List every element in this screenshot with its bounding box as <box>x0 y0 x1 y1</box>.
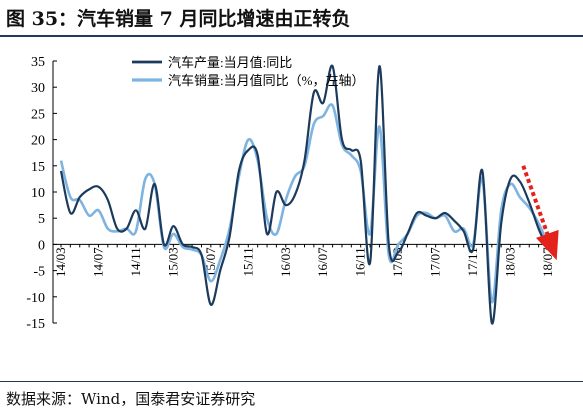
x-tick-label: 15/11 <box>240 247 255 276</box>
y-tick-label: -15 <box>26 317 45 332</box>
y-tick-label: 0 <box>38 238 45 253</box>
x-tick-label: 18/07 <box>540 247 555 277</box>
y-tick-label: -10 <box>26 291 45 306</box>
y-tick-label: 5 <box>38 212 45 227</box>
legend-label: 汽车产量:当月值:同比 <box>168 55 292 70</box>
x-tick-label: 15/03 <box>165 247 180 277</box>
series-layer <box>59 64 550 325</box>
y-tick-label: 10 <box>31 186 45 201</box>
y-tick-label: 20 <box>31 134 45 149</box>
annotations <box>521 165 559 261</box>
bottom-divider <box>0 381 583 382</box>
x-tick-label: 14/11 <box>128 247 143 276</box>
y-tick-label: 15 <box>31 160 45 175</box>
series-line-production <box>59 64 550 325</box>
x-tick-label: 16/03 <box>278 247 293 277</box>
figure-title: 图 35：汽车销量 7 月同比增速由正转负 <box>6 8 351 30</box>
title-band: 图 35：汽车销量 7 月同比增速由正转负 <box>0 0 583 34</box>
x-tick-label: 18/03 <box>503 247 518 277</box>
source-note: 数据来源：Wind，国泰君安证券研究 <box>6 390 256 408</box>
x-tick-label: 16/07 <box>315 247 330 277</box>
legend-label: 汽车销量:当月值同比（%，左轴） <box>168 73 364 88</box>
y-tick-label: 25 <box>31 107 45 122</box>
y-tick-label: 35 <box>31 55 45 70</box>
y-tick-label: -5 <box>33 265 45 280</box>
line-chart: -15 -10 -5 0 5 10 15 20 25 30 35 14/03 14/07 14/11 15/… <box>26 55 559 332</box>
trend-arrow <box>521 165 559 261</box>
x-tick-label: 14/07 <box>90 247 105 277</box>
x-tick-label: 16/11 <box>353 247 368 276</box>
x-tick-label: 17/07 <box>428 247 443 277</box>
title-divider <box>0 35 583 37</box>
y-tick-label: 30 <box>31 81 45 96</box>
x-tick-label: 17/11 <box>465 247 480 276</box>
chart-area: -15 -10 -5 0 5 10 15 20 25 30 35 14/03 14/07 14/11 15/… <box>0 38 583 380</box>
x-tick-label: 14/03 <box>53 247 68 277</box>
axes: -15 -10 -5 0 5 10 15 20 25 30 35 14/03 14/07 14/11 15/… <box>26 55 555 332</box>
